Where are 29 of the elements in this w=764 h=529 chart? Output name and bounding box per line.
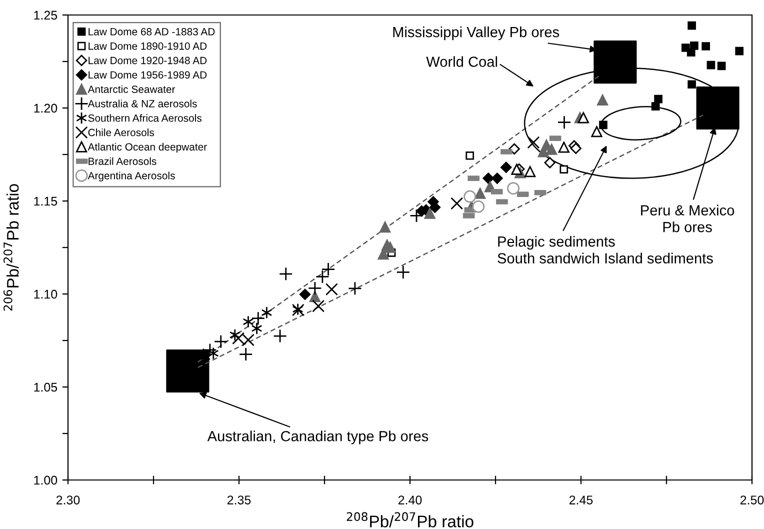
- x-tick-label: 2.45: [569, 496, 593, 504]
- annotation: Mississippi Valley Pb ores: [393, 26, 560, 40]
- x-tick-label: 2.50: [740, 496, 764, 504]
- y-tick-label: 1.00: [34, 476, 58, 485]
- y-tick-label: 1.10: [34, 290, 58, 299]
- legend-label: Atlantic Ocean deepwater: [88, 142, 207, 153]
- legend-label: Argentina Aerosols: [88, 172, 175, 182]
- x-tick-label: 2.40: [398, 496, 422, 504]
- legend-label: Brazil Aerosols: [88, 157, 156, 165]
- legend-label: Law Dome 1956-1989 AD: [88, 71, 207, 79]
- legend-label: Australia & NZ aerosols: [88, 100, 197, 108]
- annotation: Peru & Mexico Pb ores: [641, 204, 734, 232]
- annotation: Pelagic sediments South sandwich Island sediments: [498, 236, 713, 264]
- y-tick-label: 1.25: [34, 10, 58, 20]
- x-tick-label: 2.35: [227, 496, 251, 504]
- legend-label: Chile Aerosols: [88, 128, 154, 136]
- y-tick-label: 1.05: [34, 382, 58, 392]
- annotation: Australian, Canadian type Pb ores: [207, 430, 428, 444]
- legend-label: Law Dome 68 AD -1883 AD: [88, 28, 215, 36]
- legend-label: Southern Africa Aerosols: [88, 114, 202, 122]
- x-tick-label: 2.30: [56, 496, 80, 504]
- legend-label: Antarctic Seawater: [88, 85, 176, 93]
- y-axis-title: $^{206}$Pb/$^{207}$Pb ratio: [4, 184, 19, 311]
- legend-label: Law Dome 1890-1910 AD: [88, 42, 207, 50]
- y-tick-label: 1.15: [34, 196, 58, 206]
- x-axis-title: $^{208}$Pb/$^{207}$Pb ratio: [346, 512, 474, 528]
- annotation: World Coal: [426, 56, 498, 67]
- y-tick-label: 1.20: [34, 104, 58, 113]
- legend-label: Law Dome 1920-1948 AD: [88, 56, 207, 64]
